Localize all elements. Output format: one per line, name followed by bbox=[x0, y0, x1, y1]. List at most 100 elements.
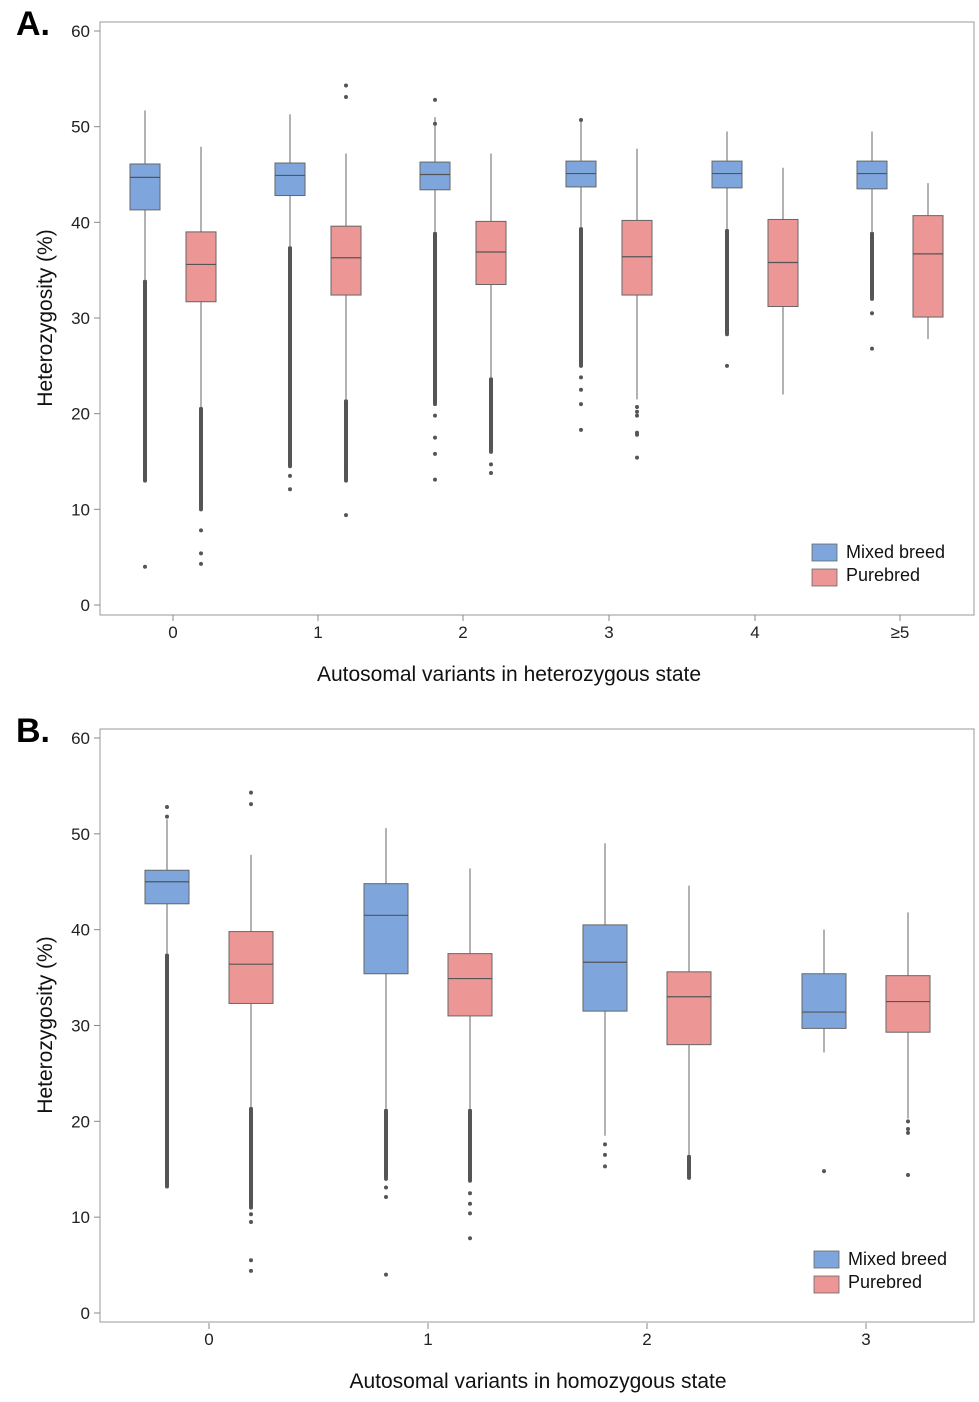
panel-a-y-tick-label: 0 bbox=[81, 596, 90, 615]
outlier-point bbox=[165, 814, 169, 819]
outlier-point bbox=[489, 438, 493, 443]
panel-b-box-mixed-breed bbox=[363, 828, 409, 1277]
outlier-point bbox=[344, 478, 348, 483]
outlier-point bbox=[870, 296, 874, 301]
outlier-point bbox=[822, 1169, 826, 1174]
outlier-point bbox=[143, 478, 147, 483]
outlier-point bbox=[468, 1178, 472, 1183]
panel-b-y-tick-label: 10 bbox=[71, 1208, 90, 1227]
panel-b-y-tick-label: 40 bbox=[71, 921, 90, 940]
outlier-point bbox=[489, 449, 493, 454]
outlier-point bbox=[433, 402, 437, 407]
outlier-point bbox=[384, 1272, 388, 1277]
outlier-point bbox=[579, 346, 583, 351]
panel-b-x-tick-label: 2 bbox=[642, 1330, 651, 1349]
panel-a-x-tick-label: 0 bbox=[168, 623, 177, 642]
outlier-point bbox=[165, 1178, 169, 1183]
panel-b-y-tick-label: 0 bbox=[81, 1304, 90, 1323]
iqr-box bbox=[666, 971, 712, 1046]
panel-a-box-purebred bbox=[185, 146, 217, 566]
outlier-point bbox=[468, 1173, 472, 1177]
panel-a-y-tick-label: 30 bbox=[71, 309, 90, 328]
panel-b-y-tick-label: 50 bbox=[71, 825, 90, 844]
outlier-point bbox=[603, 1164, 607, 1169]
outlier-point bbox=[468, 1167, 472, 1172]
outlier-point bbox=[635, 404, 639, 409]
panel-b-box-purebred bbox=[885, 912, 931, 1177]
outlier-point bbox=[344, 83, 348, 88]
outlier-band bbox=[288, 246, 292, 467]
outlier-point bbox=[489, 462, 493, 467]
outlier-point bbox=[687, 1175, 691, 1180]
panel-a-box-purebred bbox=[621, 148, 653, 460]
iqr-box bbox=[856, 160, 888, 190]
outlier-point bbox=[687, 1158, 691, 1163]
outlier-point bbox=[433, 477, 437, 482]
outlier-point bbox=[433, 121, 437, 126]
outlier-point bbox=[579, 387, 583, 392]
outlier-point bbox=[199, 528, 203, 533]
iqr-box bbox=[711, 160, 743, 189]
outlier-point bbox=[468, 1201, 472, 1206]
iqr-box bbox=[447, 953, 493, 1017]
outlier-band bbox=[143, 279, 147, 481]
outlier-point bbox=[384, 1185, 388, 1190]
outlier-point bbox=[906, 1173, 910, 1177]
iqr-box bbox=[912, 215, 944, 318]
panel-a-letter: A. bbox=[16, 5, 50, 43]
iqr-box bbox=[129, 163, 161, 211]
outlier-point bbox=[288, 464, 292, 469]
panel-b-letter: B. bbox=[16, 712, 50, 750]
outlier-point bbox=[143, 467, 147, 472]
iqr-box bbox=[274, 162, 306, 197]
iqr-box bbox=[419, 161, 451, 191]
legend-label-mixed-breed: Mixed breed bbox=[848, 1249, 947, 1269]
outlier-point bbox=[249, 1188, 253, 1193]
panel-a-y-tick-label: 40 bbox=[71, 213, 90, 232]
outlier-point bbox=[870, 311, 874, 316]
panel-b-x-axis-title: Autosomal variants in homozygous state bbox=[349, 1370, 726, 1393]
outlier-point bbox=[725, 315, 729, 320]
outlier-point bbox=[199, 495, 203, 500]
outlier-point bbox=[635, 430, 639, 435]
outlier-point bbox=[165, 1173, 169, 1177]
outlier-point bbox=[579, 358, 583, 363]
outlier-point bbox=[384, 1195, 388, 1200]
panel-a-x-axis-title: Autosomal variants in heterozygous state bbox=[317, 663, 701, 686]
outlier-point bbox=[344, 513, 348, 518]
outlier-point bbox=[489, 470, 493, 475]
outlier-point bbox=[344, 472, 348, 477]
iqr-box bbox=[582, 924, 628, 1012]
outlier-point bbox=[249, 1199, 253, 1204]
outlier-point bbox=[199, 551, 203, 556]
outlier-point bbox=[635, 455, 639, 460]
iqr-box bbox=[885, 975, 931, 1033]
outlier-point bbox=[249, 1219, 253, 1224]
panel-a-x-tick-label: ≥5 bbox=[891, 623, 910, 642]
outlier-point bbox=[433, 413, 437, 418]
iqr-box bbox=[330, 225, 362, 296]
outlier-point bbox=[249, 1268, 253, 1273]
outlier-point bbox=[468, 1211, 472, 1216]
outlier-point bbox=[433, 451, 437, 456]
outlier-point bbox=[579, 117, 583, 122]
panel-a-legend: Mixed breed Purebred bbox=[811, 542, 945, 587]
outlier-point bbox=[579, 427, 583, 432]
outlier-point bbox=[870, 291, 874, 296]
outlier-point bbox=[384, 1165, 388, 1170]
legend-swatch-purebred bbox=[811, 568, 838, 587]
iqr-box bbox=[363, 883, 409, 975]
panel-b-x-tick-label: 3 bbox=[861, 1330, 870, 1349]
iqr-box bbox=[228, 931, 274, 1004]
outlier-point bbox=[579, 363, 583, 368]
outlier-point bbox=[579, 375, 583, 380]
outlier-point bbox=[687, 1164, 691, 1169]
outlier-point bbox=[288, 458, 292, 463]
legend-label-purebred: Purebred bbox=[848, 1272, 922, 1292]
outlier-point bbox=[433, 97, 437, 102]
outlier-point bbox=[344, 461, 348, 466]
iqr-box bbox=[801, 973, 847, 1029]
legend-label-purebred: Purebred bbox=[846, 565, 920, 585]
iqr-box bbox=[475, 220, 507, 286]
outlier-point bbox=[870, 346, 874, 351]
